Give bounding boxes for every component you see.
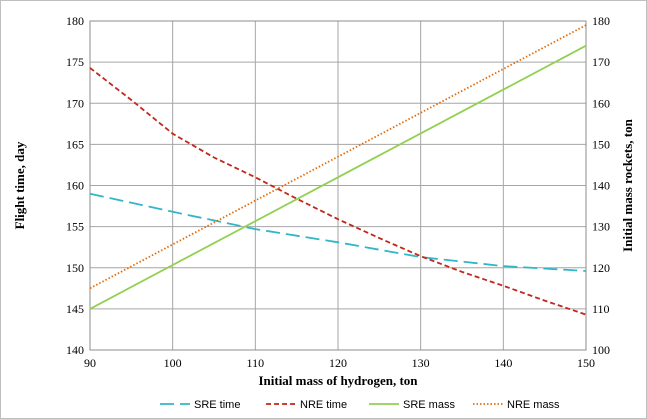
series-line-sre-time (89, 192, 587, 272)
y2-tick-label: 130 (592, 220, 610, 234)
legend-label: NRE mass (507, 399, 560, 411)
y-tick-label: 180 (66, 14, 84, 28)
plot-area-border (89, 20, 587, 351)
legend-label: SRE time (194, 399, 240, 411)
x-tick-label: 90 (84, 356, 96, 370)
y-tick-label: 170 (66, 96, 84, 110)
y2-axis-title: Initial mass rockets, ton (620, 118, 635, 251)
x-tick-label: 140 (494, 356, 512, 370)
y-tick-label: 165 (66, 137, 84, 151)
legend-label: NRE time (300, 399, 347, 411)
y2-tick-label: 160 (592, 96, 610, 110)
x-axis-title: Initial mass of hydrogen, ton (258, 373, 418, 388)
series-line-sre-mass (89, 44, 587, 310)
y-tick-label: 160 (66, 179, 84, 193)
x-tick-label: 150 (577, 356, 595, 370)
y2-tick-label: 170 (592, 55, 610, 69)
axes: 140 145 150 155 160 165 170 175 180 100 110 120 130 1… (66, 14, 610, 370)
series-line-nre-mass (89, 24, 587, 290)
series-lines (89, 24, 587, 316)
x-tick-label: 120 (329, 356, 347, 370)
y2-tick-label: 120 (592, 261, 610, 275)
y-tick-label: 140 (66, 343, 84, 357)
y-tick-label: 145 (66, 302, 84, 316)
y2-tick-label: 110 (592, 302, 610, 316)
legend-label: SRE mass (403, 399, 455, 411)
series-line-nre-time (89, 67, 587, 316)
y2-tick-label: 180 (592, 14, 610, 28)
y2-tick-label: 140 (592, 179, 610, 193)
grid-lines (89, 20, 587, 351)
y-tick-label: 175 (66, 55, 84, 69)
y-axis-title: Flight time, day (12, 141, 27, 229)
x-tick-label: 130 (412, 356, 430, 370)
legend: SRE time NRE time SRE mass NRE mass (160, 399, 560, 411)
x-tick-label: 110 (247, 356, 265, 370)
y2-tick-label: 100 (592, 343, 610, 357)
x-tick-label: 100 (164, 356, 182, 370)
y-tick-label: 155 (66, 220, 84, 234)
y-tick-label: 150 (66, 261, 84, 275)
y2-tick-label: 150 (592, 137, 610, 151)
